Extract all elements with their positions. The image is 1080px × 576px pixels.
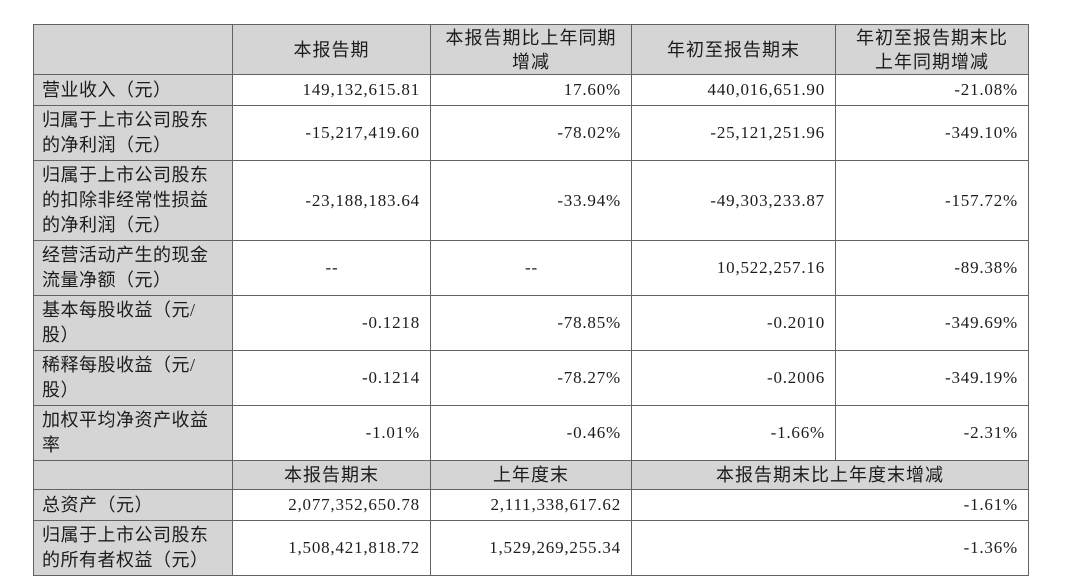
table-row-basic-eps: 基本每股收益（元/股） -0.1218 -78.85% -0.2010 -349… [33, 295, 1029, 351]
value-cell: 1,529,269,255.34 [430, 520, 632, 576]
value-cell: -49,303,233.87 [631, 160, 836, 241]
value-cell: -- [430, 240, 632, 296]
col-header-period-vs-prior-year-change: 本报告期末比上年度末增减 [631, 460, 1029, 490]
row-label: 总资产（元） [33, 489, 233, 521]
value-cell: 2,077,352,650.78 [232, 489, 431, 521]
value-cell: 17.60% [430, 74, 632, 106]
corner-cell [33, 24, 233, 75]
value-cell: -78.02% [430, 105, 632, 161]
row-label: 稀释每股收益（元/股） [33, 350, 233, 406]
col-header-yoy-change: 本报告期比上年同期增减 [430, 24, 632, 75]
col-header-ytd: 年初至报告期末 [631, 24, 836, 75]
table-row-equity-attributable-to-shareholders: 归属于上市公司股东的所有者权益（元） 1,508,421,818.72 1,52… [33, 520, 1029, 576]
value-cell: -0.2010 [631, 295, 836, 351]
value-cell: -33.94% [430, 160, 632, 241]
value-cell: -1.61% [631, 489, 1029, 521]
row-label: 归属于上市公司股东的扣除非经常性损益的净利润（元） [33, 160, 233, 241]
value-cell: 440,016,651.90 [631, 74, 836, 106]
table-row-diluted-eps: 稀释每股收益（元/股） -0.1214 -78.27% -0.2006 -349… [33, 350, 1029, 406]
value-cell: -157.72% [835, 160, 1029, 241]
value-cell: -2.31% [835, 405, 1029, 461]
row-label: 基本每股收益（元/股） [33, 295, 233, 351]
row-label: 归属于上市公司股东的所有者权益（元） [33, 520, 233, 576]
value-cell: 149,132,615.81 [232, 74, 431, 106]
value-cell: -78.85% [430, 295, 632, 351]
table-row-weighted-avg-roe: 加权平均净资产收益率 -1.01% -0.46% -1.66% -2.31% [33, 405, 1029, 461]
table-row-net-profit-excl-nonrecurring: 归属于上市公司股东的扣除非经常性损益的净利润（元） -23,188,183.64… [33, 160, 1029, 241]
row-label: 加权平均净资产收益率 [33, 405, 233, 461]
value-cell: -21.08% [835, 74, 1029, 106]
value-cell: -0.1218 [232, 295, 431, 351]
col-header-end-of-period: 本报告期末 [232, 460, 431, 490]
value-cell: -349.19% [835, 350, 1029, 406]
value-cell: -- [232, 240, 431, 296]
value-cell: -1.36% [631, 520, 1029, 576]
value-cell: -23,188,183.64 [232, 160, 431, 241]
table-row-operating-cash-flow: 经营活动产生的现金流量净额（元） -- -- 10,522,257.16 -89… [33, 240, 1029, 296]
table-row-operating-revenue: 营业收入（元） 149,132,615.81 17.60% 440,016,65… [33, 74, 1029, 106]
value-cell: -25,121,251.96 [631, 105, 836, 161]
col-header-current-period: 本报告期 [232, 24, 431, 75]
section1-header-row: 本报告期 本报告期比上年同期增减 年初至报告期末 年初至报告期末比上年同期增减 [33, 24, 1029, 75]
value-cell: 10,522,257.16 [631, 240, 836, 296]
value-cell: -0.1214 [232, 350, 431, 406]
value-cell: 2,111,338,617.62 [430, 489, 632, 521]
value-cell: 1,508,421,818.72 [232, 520, 431, 576]
value-cell: -0.2006 [631, 350, 836, 406]
value-cell: -349.10% [835, 105, 1029, 161]
value-cell: -1.66% [631, 405, 836, 461]
value-cell: -349.69% [835, 295, 1029, 351]
table-row-total-assets: 总资产（元） 2,077,352,650.78 2,111,338,617.62… [33, 489, 1029, 521]
section2-header-row: 本报告期末 上年度末 本报告期末比上年度末增减 [33, 460, 1029, 490]
row-label: 归属于上市公司股东的净利润（元） [33, 105, 233, 161]
row-label: 营业收入（元） [33, 74, 233, 106]
financial-summary-table: 本报告期 本报告期比上年同期增减 年初至报告期末 年初至报告期末比上年同期增减 … [33, 24, 1029, 576]
value-cell: -15,217,419.60 [232, 105, 431, 161]
col-header-end-of-prior-year: 上年度末 [430, 460, 632, 490]
value-cell: -1.01% [232, 405, 431, 461]
table-row-net-profit: 归属于上市公司股东的净利润（元） -15,217,419.60 -78.02% … [33, 105, 1029, 161]
value-cell: -89.38% [835, 240, 1029, 296]
corner-cell [33, 460, 233, 490]
col-header-ytd-yoy-change: 年初至报告期末比上年同期增减 [835, 24, 1029, 75]
value-cell: -0.46% [430, 405, 632, 461]
row-label: 经营活动产生的现金流量净额（元） [33, 240, 233, 296]
value-cell: -78.27% [430, 350, 632, 406]
